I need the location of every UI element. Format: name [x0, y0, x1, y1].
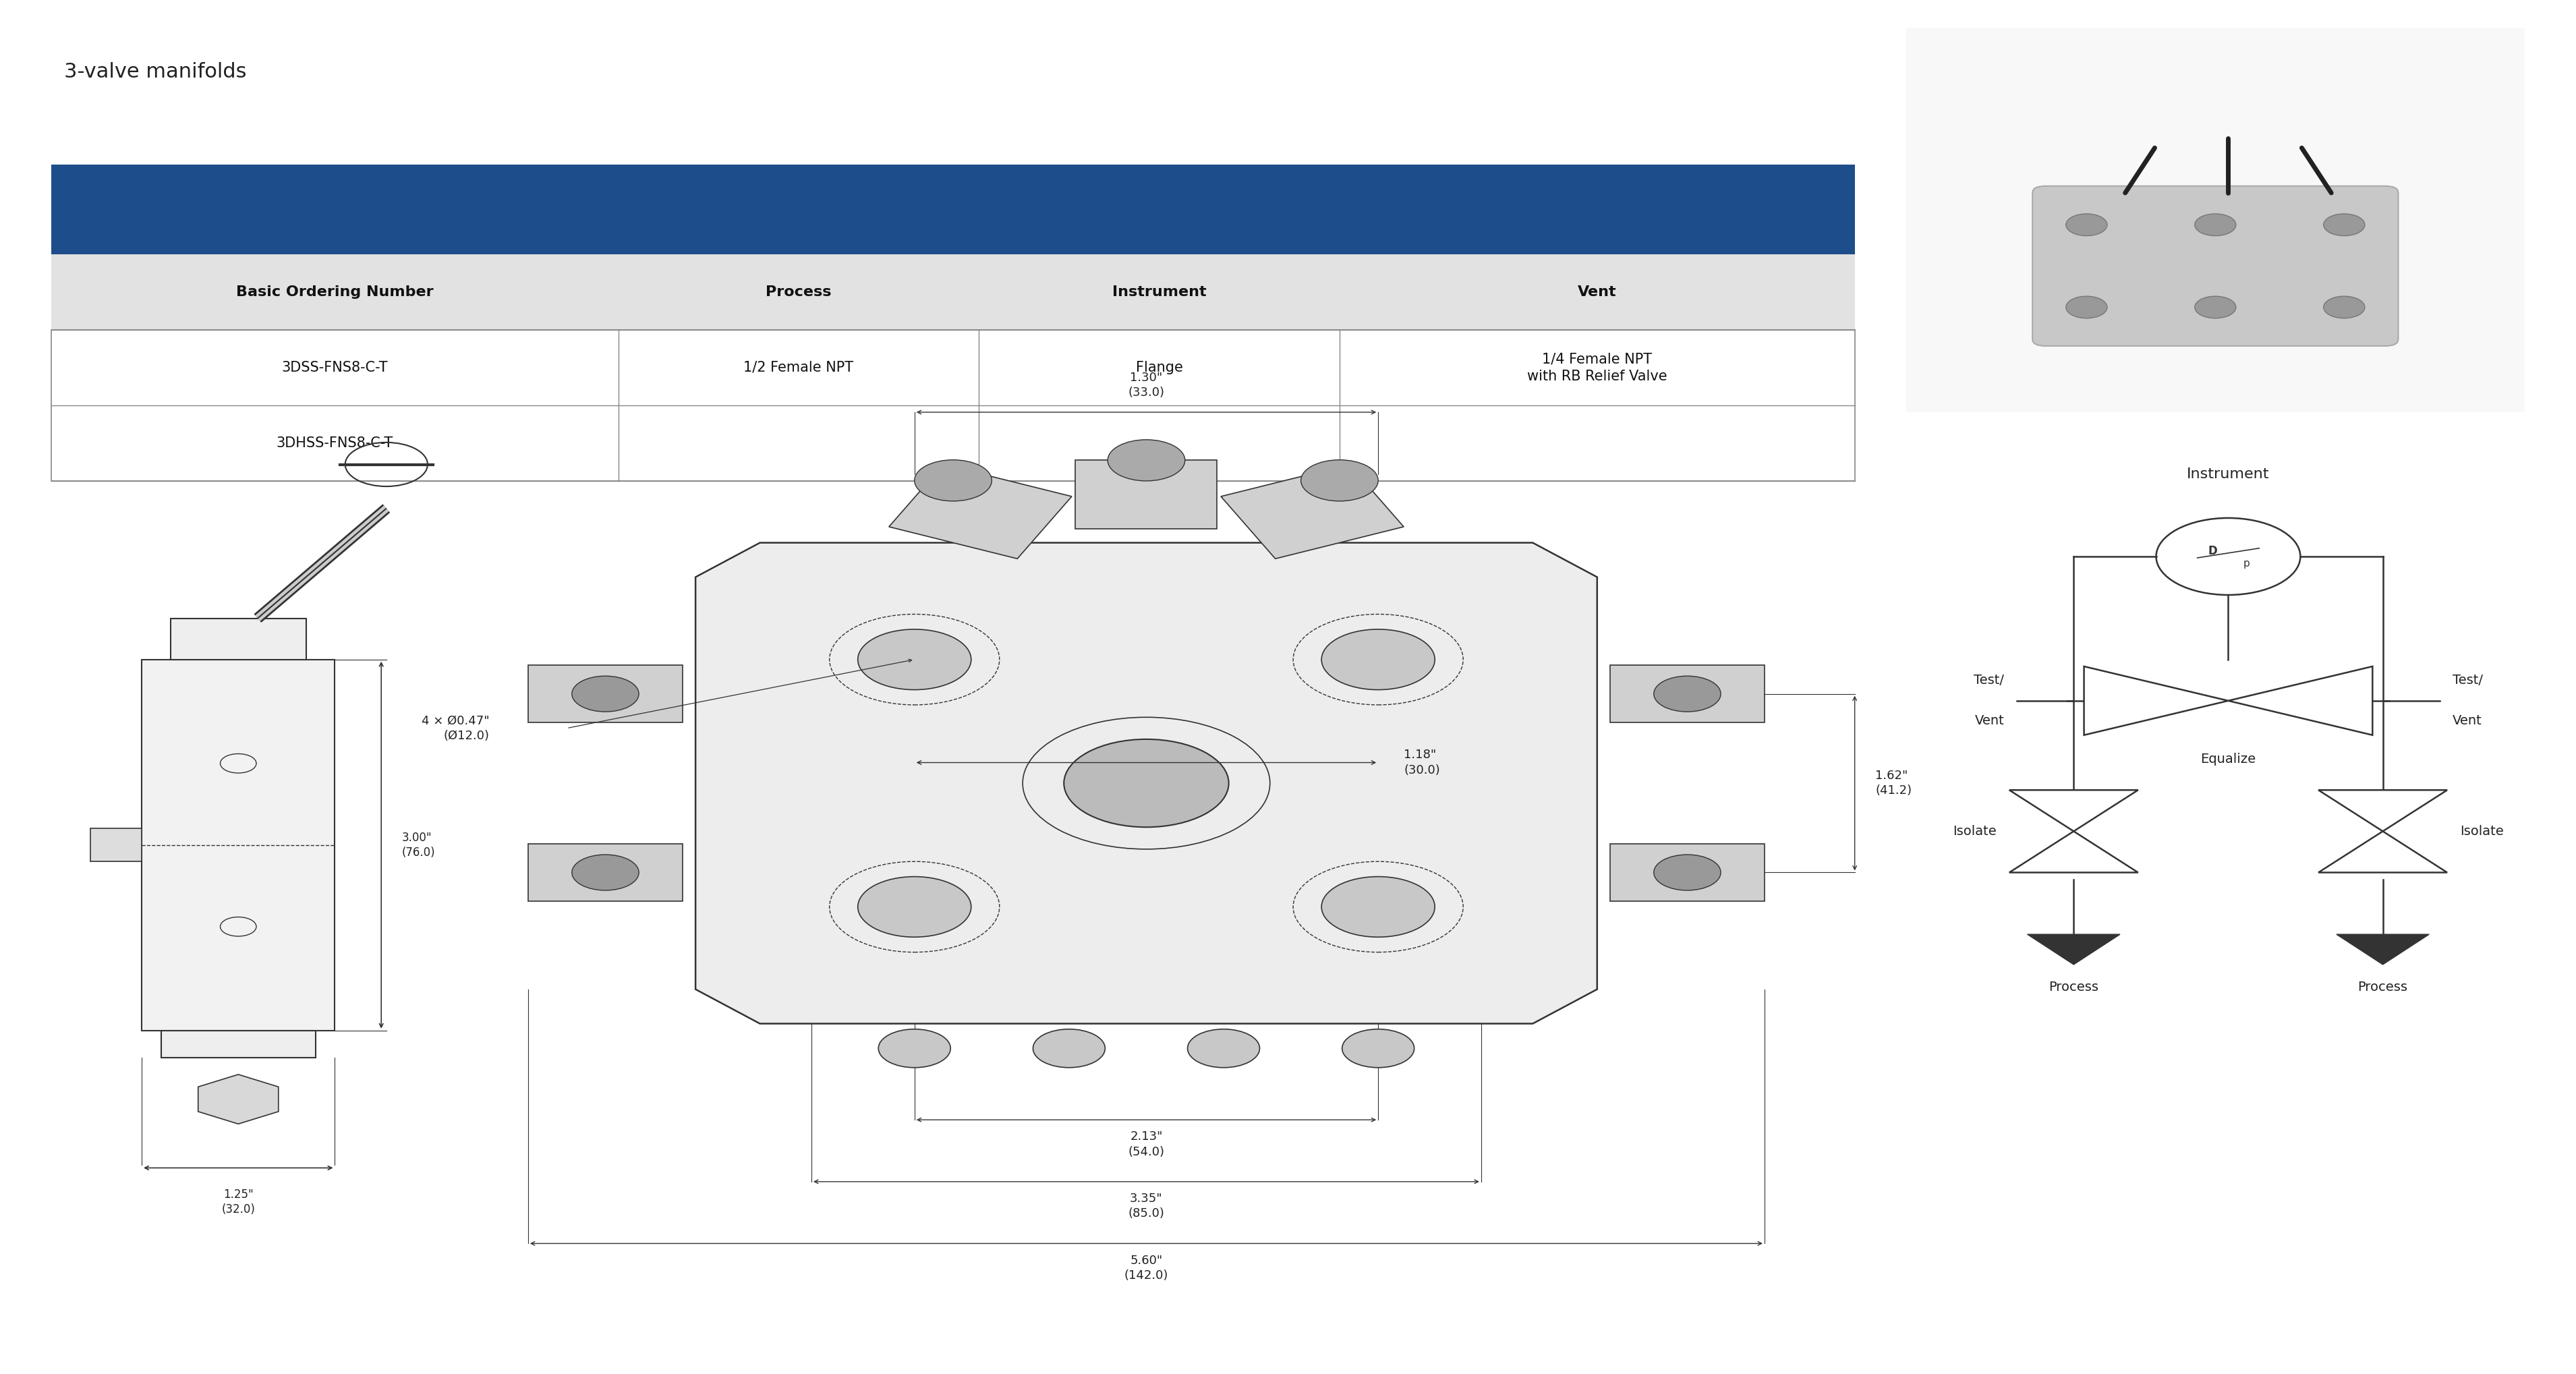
Text: p: p: [2244, 558, 2249, 569]
Circle shape: [2324, 297, 2365, 319]
Circle shape: [2066, 297, 2107, 319]
Bar: [160, 1030, 317, 1058]
Text: Process: Process: [2048, 981, 2099, 993]
Bar: [528, 844, 683, 901]
Polygon shape: [889, 464, 1072, 559]
Circle shape: [572, 676, 639, 712]
Text: Flange: Flange: [1136, 361, 1182, 374]
Circle shape: [858, 877, 971, 937]
Bar: [528, 665, 683, 723]
Polygon shape: [2009, 790, 2138, 831]
Text: 3-valve manifolds: 3-valve manifolds: [64, 62, 247, 81]
Bar: [1906, 27, 2524, 412]
Text: Vent: Vent: [1577, 286, 1618, 298]
Polygon shape: [2318, 790, 2447, 831]
Bar: [52, 165, 1855, 254]
Text: 1.30"
(33.0): 1.30" (33.0): [1128, 371, 1164, 398]
Text: 1.25"
(32.0): 1.25" (32.0): [222, 1189, 255, 1216]
Text: 3DSS-FNS8-C-T: 3DSS-FNS8-C-T: [281, 361, 389, 374]
Circle shape: [2324, 214, 2365, 236]
Circle shape: [1108, 440, 1185, 481]
Circle shape: [1301, 460, 1378, 502]
Text: Instrument: Instrument: [2187, 467, 2269, 481]
Text: 3.35"
(85.0): 3.35" (85.0): [1128, 1193, 1164, 1220]
Polygon shape: [2318, 831, 2447, 872]
Bar: [52, 330, 1855, 481]
Polygon shape: [198, 1074, 278, 1124]
Polygon shape: [1221, 464, 1404, 559]
Circle shape: [1321, 877, 1435, 937]
Circle shape: [858, 629, 971, 690]
Circle shape: [2195, 297, 2236, 319]
Polygon shape: [2009, 831, 2138, 872]
Text: 1/2 Female NPT: 1/2 Female NPT: [744, 361, 853, 374]
Text: 1.62"
(41.2): 1.62" (41.2): [1875, 769, 1911, 797]
Circle shape: [1342, 1029, 1414, 1068]
Text: Test/: Test/: [1973, 675, 2004, 687]
Polygon shape: [696, 543, 1597, 1024]
Bar: [52, 254, 1855, 330]
Bar: [90, 829, 142, 861]
Text: Process: Process: [765, 286, 832, 298]
Text: 2.13"
(54.0): 2.13" (54.0): [1128, 1131, 1164, 1158]
Bar: [170, 618, 307, 660]
Text: D: D: [2208, 545, 2218, 556]
Circle shape: [1654, 855, 1721, 890]
Text: Vent: Vent: [2452, 714, 2481, 727]
Polygon shape: [2228, 666, 2372, 735]
Text: Isolate: Isolate: [2460, 824, 2504, 838]
Polygon shape: [1077, 460, 1218, 529]
Polygon shape: [2027, 934, 2120, 965]
Text: Equalize: Equalize: [2200, 753, 2257, 765]
Circle shape: [1321, 629, 1435, 690]
Text: 3.00"
(76.0): 3.00" (76.0): [402, 831, 435, 859]
Text: 1.18"
(30.0): 1.18" (30.0): [1404, 749, 1440, 776]
Text: 1/4 Female NPT
with RB Relief Valve: 1/4 Female NPT with RB Relief Valve: [1528, 352, 1667, 383]
Text: Vent: Vent: [1976, 714, 2004, 727]
Circle shape: [572, 855, 639, 890]
Text: Isolate: Isolate: [1953, 824, 1996, 838]
Circle shape: [1188, 1029, 1260, 1068]
Circle shape: [1033, 1029, 1105, 1068]
Bar: [1610, 665, 1765, 723]
Circle shape: [914, 460, 992, 502]
Bar: [1610, 844, 1765, 901]
Bar: [142, 660, 335, 1030]
Circle shape: [1064, 739, 1229, 827]
Text: Instrument: Instrument: [1113, 286, 1206, 298]
Text: Process: Process: [2357, 981, 2409, 993]
Text: Test/: Test/: [2452, 675, 2483, 687]
Text: 5.60"
(142.0): 5.60" (142.0): [1123, 1254, 1170, 1282]
Text: 3DHSS-FNS8-C-T: 3DHSS-FNS8-C-T: [276, 437, 394, 449]
FancyBboxPatch shape: [2032, 185, 2398, 346]
Text: Basic Ordering Number: Basic Ordering Number: [237, 286, 433, 298]
Circle shape: [2066, 214, 2107, 236]
Polygon shape: [2084, 666, 2228, 735]
Circle shape: [1654, 676, 1721, 712]
Text: 4 × Ø0.47"
(Ø12.0): 4 × Ø0.47" (Ø12.0): [422, 714, 489, 742]
Circle shape: [2195, 214, 2236, 236]
Circle shape: [878, 1029, 951, 1068]
Polygon shape: [2336, 934, 2429, 965]
